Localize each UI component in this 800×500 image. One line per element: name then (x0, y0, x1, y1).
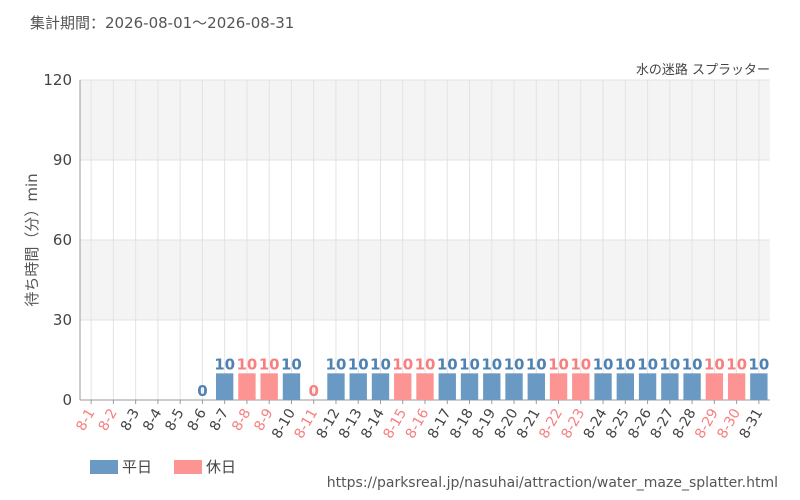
bar (483, 373, 501, 400)
bar (327, 373, 345, 400)
bar (371, 373, 390, 400)
bar (349, 373, 367, 400)
data-label: 10 (326, 355, 347, 373)
data-label: 10 (481, 355, 502, 373)
data-label: 0 (197, 382, 207, 400)
data-label: 10 (214, 355, 235, 373)
bar (549, 373, 568, 400)
legend-label-holiday: 休日 (206, 458, 236, 476)
bar (394, 373, 412, 400)
data-label: 10 (748, 355, 769, 373)
legend-swatch-holiday (174, 460, 202, 474)
y-tick-label: 0 (62, 391, 72, 409)
data-label: 10 (526, 355, 547, 373)
legend-swatch-weekday (90, 460, 118, 474)
x-tick-label: 8-1 (73, 406, 98, 434)
bar (215, 373, 234, 400)
data-label: 0 (308, 382, 318, 400)
bar (750, 373, 768, 400)
bar (683, 373, 701, 400)
y-tick-label: 30 (53, 311, 72, 329)
y-axis-label: 待ち時間（分）min (23, 173, 41, 306)
data-label: 10 (415, 355, 436, 373)
data-label: 10 (637, 355, 658, 373)
y-tick-label: 90 (53, 151, 72, 169)
x-tick-label: 8-4 (140, 406, 165, 434)
source-url[interactable]: https://parksreal.jp/nasuhai/attraction/… (327, 475, 778, 491)
data-label: 10 (504, 355, 525, 373)
bar (616, 373, 635, 400)
data-label: 10 (593, 355, 614, 373)
data-label: 10 (704, 355, 725, 373)
x-tick-label: 8-2 (96, 406, 121, 434)
bar (416, 373, 434, 400)
data-label: 10 (392, 355, 413, 373)
data-label: 10 (615, 355, 636, 373)
bar (438, 373, 456, 400)
data-label: 10 (259, 355, 280, 373)
legend-label-weekday: 平日 (122, 458, 152, 476)
data-label: 10 (281, 355, 302, 373)
bar (594, 373, 612, 400)
legend: 平日 休日 (90, 458, 236, 476)
x-tick-label: 8-7 (207, 406, 232, 434)
data-label: 10 (570, 355, 591, 373)
x-tick-label: 8-31 (737, 406, 767, 442)
y-tick-label: 120 (43, 71, 72, 89)
bar (505, 373, 523, 400)
y-tick-labels: 0 30 60 90 120 (43, 71, 72, 409)
bar (638, 373, 657, 400)
data-label: 10 (682, 355, 703, 373)
data-label: 10 (437, 355, 458, 373)
bar (238, 373, 256, 400)
bar (705, 373, 724, 400)
data-label: 10 (370, 355, 391, 373)
data-label: 10 (348, 355, 369, 373)
x-tick-label: 8-8 (229, 406, 254, 434)
data-label: 10 (459, 355, 480, 373)
chart-series-title: 水の迷路 スプラッター (636, 62, 770, 78)
x-tick-label: 8-5 (162, 406, 187, 434)
x-tick-label: 8-3 (118, 406, 143, 434)
bar (727, 373, 746, 400)
bar (260, 373, 278, 400)
x-tick-label: 8-6 (185, 406, 210, 434)
data-label: 10 (236, 355, 257, 373)
bar (527, 373, 545, 400)
bar (282, 373, 301, 400)
data-label: 10 (659, 355, 680, 373)
bar (661, 373, 679, 400)
data-label: 10 (548, 355, 569, 373)
x-tick-labels: 8-18-28-38-48-58-68-78-88-98-108-118-128… (73, 406, 766, 442)
period-label: 集計期間：2026-08-01～2026-08-31 (30, 14, 294, 32)
y-tick-label: 60 (53, 231, 72, 249)
bars (215, 373, 768, 400)
bar (572, 373, 590, 400)
bar (460, 373, 479, 400)
data-label: 10 (726, 355, 747, 373)
